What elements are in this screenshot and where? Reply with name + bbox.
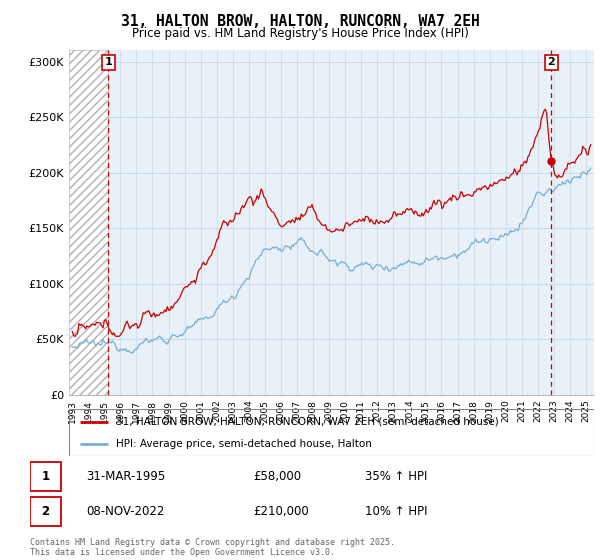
Bar (30, 462, 61, 492)
Text: £210,000: £210,000 (253, 505, 309, 518)
Text: 35% ↑ HPI: 35% ↑ HPI (365, 470, 427, 483)
Text: 2: 2 (41, 505, 49, 518)
Text: 31, HALTON BROW, HALTON, RUNCORN, WA7 2EH: 31, HALTON BROW, HALTON, RUNCORN, WA7 2E… (121, 14, 479, 29)
Text: 2: 2 (548, 57, 556, 67)
Text: 08-NOV-2022: 08-NOV-2022 (86, 505, 164, 518)
Text: 10% ↑ HPI: 10% ↑ HPI (365, 505, 427, 518)
Text: £58,000: £58,000 (253, 470, 301, 483)
Text: 1: 1 (104, 57, 112, 67)
Text: 1: 1 (41, 470, 49, 483)
Bar (69, 50, 109, 395)
Text: HPI: Average price, semi-detached house, Halton: HPI: Average price, semi-detached house,… (116, 438, 372, 449)
Bar (30, 497, 61, 526)
Text: Contains HM Land Registry data © Crown copyright and database right 2025.
This d: Contains HM Land Registry data © Crown c… (30, 538, 395, 557)
Text: Price paid vs. HM Land Registry's House Price Index (HPI): Price paid vs. HM Land Registry's House … (131, 27, 469, 40)
Text: 31-MAR-1995: 31-MAR-1995 (86, 470, 165, 483)
Text: 31, HALTON BROW, HALTON, RUNCORN, WA7 2EH (semi-detached house): 31, HALTON BROW, HALTON, RUNCORN, WA7 2E… (116, 417, 499, 427)
